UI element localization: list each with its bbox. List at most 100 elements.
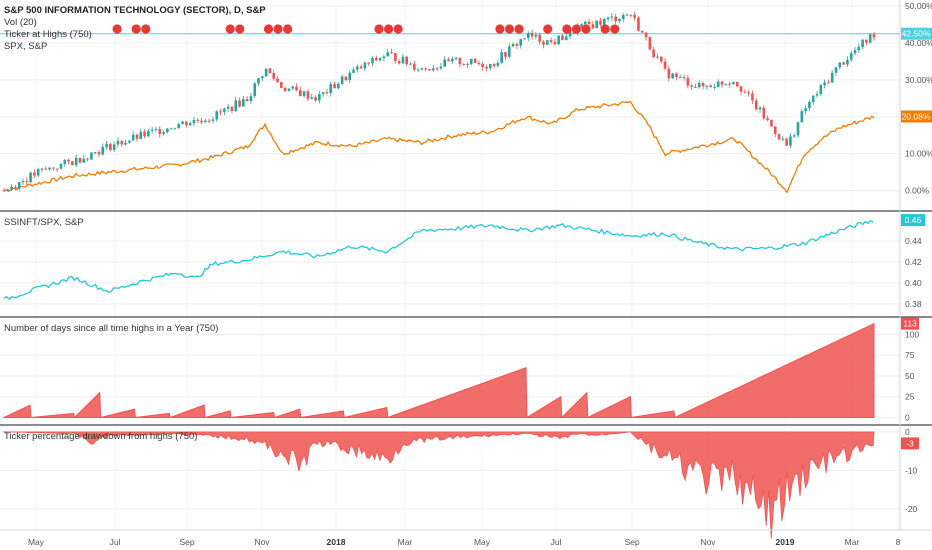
x-tick-label: Sep [624,537,639,547]
candle-body [735,82,739,87]
candle-body [432,68,435,71]
highs-marker [273,24,283,34]
highs-marker [393,24,403,34]
y-tick-label: 25 [905,392,915,402]
candle-body [147,130,150,137]
candle-body [697,83,701,88]
candle-body [606,17,610,20]
x-tick-label: May [474,537,491,547]
candle-body [656,56,659,58]
candle-body [192,119,196,124]
candle-body [150,129,154,131]
candle-body [443,59,446,67]
candle-body [82,158,86,163]
candle-body [185,121,188,126]
candle-body [849,53,853,60]
candle-body [386,52,390,57]
highs-marker [263,24,274,34]
candle-body [215,111,219,120]
highs-marker [514,24,524,34]
x-tick-label: Mar [845,537,860,547]
candle-body [796,122,800,136]
candle-body [515,43,519,46]
candle-body [648,37,652,50]
y-tick-label: 0 [905,427,910,437]
candle-body [375,57,378,61]
spx-last-value-text: 20.08% [902,111,931,121]
candle-body [272,72,276,79]
candle-body [405,56,409,65]
candle-body [557,35,560,45]
price-legend-entry: S&P 500 INFORMATION TECHNOLOGY (SECTOR),… [4,5,266,16]
candle-body [48,167,51,170]
candle-body [78,157,82,163]
candle-body [614,16,617,22]
y-tick-label: 30.00% [905,75,932,85]
candle-body [253,83,257,97]
candle-body [367,62,371,64]
candle-body [637,17,640,31]
candle-body [120,140,124,145]
candle-body [44,168,48,170]
highs-marker [283,24,293,34]
candle-body [610,16,614,18]
highs-marker [600,24,610,34]
candle-body [777,134,781,140]
candle-body [701,83,705,87]
candle-body [321,92,325,95]
candle-body [234,100,238,111]
candle-body [602,19,606,25]
y-tick-label: 0.40 [905,278,922,288]
candle-body [728,83,731,85]
candle-body [511,43,515,47]
candle-body [90,152,93,160]
candle-body [204,120,207,123]
candle-body [200,120,203,123]
candle-body [314,97,317,101]
candle-body [86,158,89,160]
candle-body [743,91,747,93]
highs-marker [235,24,245,34]
ratio-last-value-text: 0.46 [905,215,922,225]
candle-body [226,106,230,109]
candle-body [739,86,743,92]
candle-body [283,87,287,91]
candle-body [207,120,211,122]
candle-body [413,63,416,70]
candle-body [838,62,842,68]
candle-body [549,40,553,42]
candle-body [762,107,766,119]
candle-body [542,41,545,45]
candle-body [720,81,724,85]
candle-body [564,36,568,41]
x-tick-label: Mar [398,537,413,547]
y-tick-label: 0.00% [905,186,930,196]
candle-body [325,92,329,94]
candle-body [447,59,450,62]
candle-body [583,21,587,25]
candle-body [143,131,146,137]
candle-body [280,81,283,88]
x-tick-label: May [28,537,45,547]
candle-body [428,69,431,71]
candle-body [545,40,549,45]
candle-body [6,189,10,192]
highs-marker [581,24,591,34]
drawdown-area [3,431,875,539]
spx-series-line [3,100,875,194]
candle-body [55,168,59,170]
x-tick-label: Jul [110,537,121,547]
candle-body [454,57,458,59]
candle-body [580,24,583,27]
candle-body [808,101,811,109]
candle-body [420,68,424,70]
candle-body [663,61,667,69]
x-tick-label: Jul [551,537,562,547]
candle-body [359,66,363,69]
candle-body [14,187,17,189]
candle-body [318,94,321,101]
candle-body [397,60,401,64]
candle-body [466,64,469,66]
candle-body [295,86,298,91]
candle-body [868,34,872,43]
